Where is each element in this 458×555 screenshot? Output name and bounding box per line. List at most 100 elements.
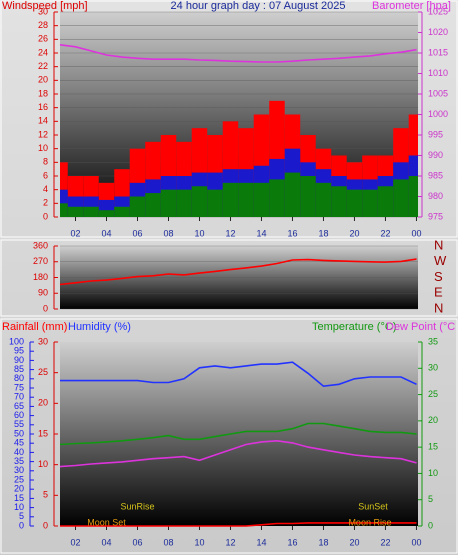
y-tick-label: 0 xyxy=(43,211,48,221)
y-tick-label: 12 xyxy=(38,129,48,139)
x-tick-label: 06 xyxy=(132,537,142,547)
y-tick-label: 75 xyxy=(14,382,24,392)
y-tick-label: 35 xyxy=(428,336,438,346)
y-tick-label: 20 xyxy=(38,398,48,408)
legend-label: Temperature (°C) xyxy=(312,321,396,333)
y-tick-label: 95 xyxy=(14,346,24,356)
bar xyxy=(160,189,177,217)
x-tick-label: 18 xyxy=(318,228,328,238)
bar xyxy=(315,182,332,217)
y-tick-label: 14 xyxy=(38,116,48,126)
bar xyxy=(207,189,223,217)
y-tick-label: 30 xyxy=(14,465,24,475)
y-tick-label: 2 xyxy=(43,198,48,208)
y-tick-label: W xyxy=(434,253,447,268)
y-tick-label: 16 xyxy=(38,102,48,112)
line xyxy=(59,422,417,446)
x-tick-label: 14 xyxy=(256,537,266,547)
bar xyxy=(129,196,146,217)
x-tick-label: 04 xyxy=(101,537,111,547)
x-tick-label: 02 xyxy=(70,228,80,238)
y-tick-label: 8 xyxy=(43,157,48,167)
bar xyxy=(60,162,68,217)
y-tick-label: E xyxy=(434,285,443,300)
y-tick-label: 18 xyxy=(38,88,48,98)
y-tick-label: 0 xyxy=(428,520,433,530)
y-tick-label: 1010 xyxy=(428,68,448,78)
legend-label: Barometer [hpa] xyxy=(372,0,451,12)
y-tick-label: 35 xyxy=(14,456,24,466)
line xyxy=(60,522,417,527)
x-tick-label: 06 xyxy=(132,228,142,238)
y-tick-label: 10 xyxy=(14,502,24,512)
chart-title: 24 hour graph day : 07 August 2025 xyxy=(171,0,346,12)
y-tick-label: 45 xyxy=(14,438,24,448)
y-tick-label: 1025 xyxy=(428,6,448,16)
x-tick-label: 04 xyxy=(101,228,111,238)
y-tick-label: 0 xyxy=(43,303,48,313)
y-tick-label: 1015 xyxy=(428,47,448,57)
y-tick-label: 15 xyxy=(428,442,438,452)
bar xyxy=(362,189,378,217)
x-tick-label: 08 xyxy=(163,228,173,238)
y-tick-label: 85 xyxy=(14,364,24,374)
annotation: SunSet xyxy=(358,501,388,511)
bar xyxy=(284,172,301,217)
plot-area xyxy=(60,342,418,526)
x-tick-label: 08 xyxy=(163,537,173,547)
x-tick-label: 20 xyxy=(349,228,359,238)
y-tick-label: 25 xyxy=(428,389,438,399)
y-tick-label: 990 xyxy=(428,150,443,160)
y-tick-label: 65 xyxy=(14,401,24,411)
annotation: Moon Rise xyxy=(348,517,391,527)
y-tick-label: 10 xyxy=(38,459,48,469)
y-tick-label: 5 xyxy=(43,490,48,500)
annotation: SunRise xyxy=(120,501,154,511)
line xyxy=(59,258,417,286)
y-tick-label: 15 xyxy=(38,428,48,438)
bar xyxy=(98,210,115,217)
legend-label: Rainfall (mm) xyxy=(2,321,67,333)
bar xyxy=(408,176,418,217)
y-tick-label: 40 xyxy=(14,447,24,457)
y-tick-label: 1020 xyxy=(428,27,448,37)
bar xyxy=(176,189,192,217)
x-tick-label: 02 xyxy=(70,537,80,547)
y-tick-label: 25 xyxy=(14,474,24,484)
bar xyxy=(300,176,316,217)
y-tick-label: 100 xyxy=(9,336,24,346)
y-tick-label: 90 xyxy=(38,288,48,298)
y-tick-label: 30 xyxy=(38,336,48,346)
y-tick-label: 60 xyxy=(14,410,24,420)
panel-frame xyxy=(0,0,458,238)
panel-frame xyxy=(0,239,458,317)
legend-label: Humidity (%) xyxy=(68,321,131,333)
x-tick-label: 22 xyxy=(380,228,390,238)
y-tick-label: 30 xyxy=(38,6,48,16)
line xyxy=(59,439,417,468)
x-tick-label: 16 xyxy=(287,228,297,238)
bar xyxy=(269,179,285,217)
line xyxy=(59,44,417,63)
bar xyxy=(145,193,161,217)
x-tick-label: 00 xyxy=(411,228,421,238)
y-tick-label: 10 xyxy=(428,468,438,478)
panel-frame xyxy=(0,318,458,554)
x-tick-label: 12 xyxy=(225,537,235,547)
y-tick-label: 24 xyxy=(38,47,48,57)
y-tick-label: 0 xyxy=(43,520,48,530)
y-axis-label: Windspeed [mph] xyxy=(2,0,88,12)
bar xyxy=(253,182,270,217)
line xyxy=(60,361,417,388)
y-tick-label: 90 xyxy=(14,355,24,365)
x-tick-label: 22 xyxy=(380,537,390,547)
y-tick-label: 80 xyxy=(14,373,24,383)
y-tick-label: 270 xyxy=(33,256,48,266)
x-tick-label: 16 xyxy=(287,537,297,547)
legend-label: Dew Point (°C xyxy=(386,321,455,333)
x-tick-label: 12 xyxy=(225,228,235,238)
x-tick-label: 10 xyxy=(194,537,204,547)
y-tick-label: 0 xyxy=(19,520,24,530)
